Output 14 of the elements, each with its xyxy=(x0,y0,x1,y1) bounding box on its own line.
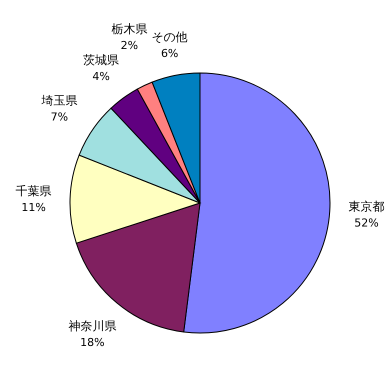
data-label: 52% xyxy=(354,216,379,230)
slice-label: その他 xyxy=(152,30,188,44)
slice-label: 神奈川県 xyxy=(68,319,116,334)
slice-label: 栃木県 xyxy=(111,22,148,36)
slice-label: 埼玉県 xyxy=(40,93,78,108)
data-label: 7% xyxy=(50,110,68,124)
data-label: 18% xyxy=(80,336,105,350)
data-label: 2% xyxy=(120,38,138,52)
slice-label: 千葉県 xyxy=(16,184,52,198)
data-label: 4% xyxy=(92,70,110,83)
data-label: 11% xyxy=(21,200,46,214)
slice-label: 茨城県 xyxy=(83,52,120,67)
slice-label: 東京都 xyxy=(348,199,385,214)
data-label: 6% xyxy=(160,46,178,60)
